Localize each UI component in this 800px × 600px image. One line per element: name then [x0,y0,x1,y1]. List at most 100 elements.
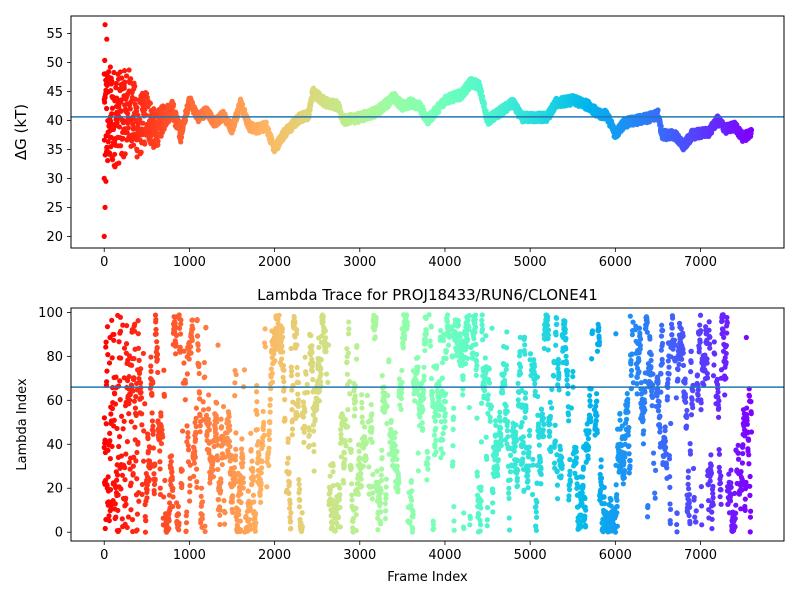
y-tick-label: 30 [46,172,63,187]
lambda-point [285,455,291,461]
lambda-point [119,472,126,478]
lambda-point [253,389,260,395]
lambda-point [299,524,305,530]
y-tick-label: 35 [46,143,63,158]
delta-g-point [134,104,140,111]
y-tick-label: 40 [46,114,63,129]
lambda-point [158,413,164,419]
lambda-point [203,324,209,330]
lambda-point [118,486,124,492]
lambda-point [122,477,128,483]
lambda-point [121,345,128,351]
lambda-point [103,339,109,345]
lambda-point [248,430,254,436]
lambda-point [124,323,130,329]
lambda-point [129,362,135,368]
lambda-point [262,326,268,332]
delta-g-point [107,64,113,70]
lambda-point [297,497,303,503]
lambda-point [157,466,163,472]
lambda-point [102,525,108,532]
lambda-point [288,345,294,352]
lambda-point [153,326,159,333]
lambda-point [221,498,227,504]
lambda-point [142,529,149,535]
lambda-point [117,397,123,403]
lambda-point [295,391,301,397]
lambda-point [178,317,184,323]
lambda-point [267,409,273,415]
lambda-point [155,369,161,376]
lambda-point [311,448,317,455]
lambda-point [191,473,197,479]
lambda-point [267,420,273,426]
lambda-point [294,372,301,378]
lambda-point [130,463,136,469]
lambda-point [199,499,206,505]
delta-g-point [173,110,179,116]
lambda-point [135,345,142,351]
lambda-point [148,354,154,360]
lambda-point [113,514,119,520]
lambda-point [308,332,314,339]
lambda-point [108,411,114,417]
lambda-point [264,484,270,490]
lambda-point [136,357,142,363]
lambda-point [278,356,285,362]
lambda-point [256,452,262,458]
lambda-point [226,438,233,445]
lambda-point [187,489,193,495]
lambda-point [115,507,121,514]
lambda-point [184,423,190,429]
lambda-point [195,347,201,353]
delta-g-point [121,85,127,91]
lambda-point [217,512,223,518]
lambda-point [119,516,125,522]
lambda-point [289,426,296,432]
lambda-point [311,442,317,448]
lambda-point [200,407,207,413]
lambda-point [140,350,147,357]
lambda-point [306,432,312,438]
lambda-point [279,343,285,349]
delta-g-point [170,101,177,108]
lambda-point [132,424,138,430]
lambda-point [126,374,132,380]
lambda-point [139,491,145,497]
lambda-point [202,374,208,380]
lambda-point [267,402,273,408]
lambda-point [295,413,301,419]
lambda-point [115,492,121,498]
lambda-point [166,525,172,532]
delta-g-point [130,142,137,148]
lambda-point [282,417,288,423]
lambda-point [210,467,216,473]
lambda-point [316,344,322,350]
lambda-point [222,510,228,516]
lambda-point [142,401,148,407]
delta-g-point [106,69,112,75]
lambda-point [259,465,265,471]
x-tick-label: 4000 [428,255,461,270]
lambda-point [134,449,140,456]
lambda-point [210,474,217,480]
lambda-point [304,381,310,387]
lambda-point [226,413,232,420]
delta-g-point [142,141,148,147]
lambda-point [185,442,191,449]
lambda-point [115,383,122,389]
lambda-point [281,385,287,391]
lambda-point [196,390,203,396]
y-tick-label: 20 [46,230,63,245]
delta-g-point [748,127,755,133]
y-tick-label: 50 [46,56,63,71]
lambda-point [161,494,167,500]
lambda-point [269,379,276,385]
lambda-point [215,497,222,503]
lambda-point [284,460,290,466]
lambda-point [128,419,134,425]
delta-g-outlier-point [101,233,107,239]
delta-g-point [178,134,184,140]
lambda-point [248,446,254,453]
lambda-point [152,461,158,467]
